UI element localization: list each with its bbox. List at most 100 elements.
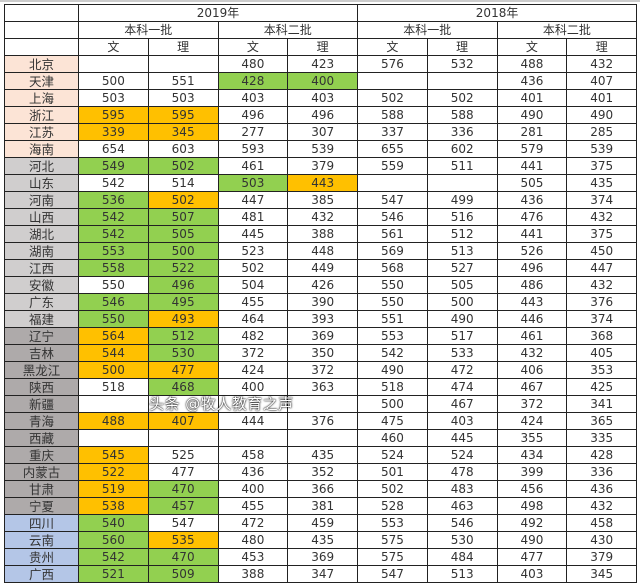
score-cell: 372 <box>217 344 289 362</box>
score-cell: 448 <box>287 242 359 260</box>
score-cell: 460 <box>357 429 428 447</box>
score-cell <box>287 395 359 413</box>
province-cell: 辽宁 <box>4 327 79 345</box>
score-cell: 505 <box>426 276 498 294</box>
score-cell: 569 <box>357 242 428 260</box>
score-cell: 424 <box>496 412 568 430</box>
score-cell: 536 <box>78 191 149 209</box>
score-cell: 445 <box>426 429 498 447</box>
score-cell: 550 <box>78 276 149 294</box>
score-cell: 449 <box>287 259 359 277</box>
corner-cell <box>4 38 79 56</box>
score-cell: 339 <box>78 123 149 141</box>
score-cell: 539 <box>566 140 638 158</box>
score-cell: 500 <box>147 242 219 260</box>
score-cell: 481 <box>217 208 289 226</box>
table-row: 山西 542 507 481 432 546 516 476 432 <box>4 208 638 226</box>
score-cell: 423 <box>287 55 359 73</box>
province-cell: 宁夏 <box>4 497 79 515</box>
year-header-2018: 2018年 <box>357 4 638 22</box>
subject-header-row: 文 理 文 理 文 理 文 理 <box>4 38 638 56</box>
score-cell: 441 <box>496 225 568 243</box>
score-cell: 372 <box>496 395 568 413</box>
score-cell: 450 <box>566 242 638 260</box>
score-cell: 355 <box>496 429 568 447</box>
score-cell: 516 <box>426 208 498 226</box>
score-cell: 544 <box>78 344 149 362</box>
table-row: 上海 503 503 403 403 502 502 401 401 <box>4 89 638 107</box>
score-cell: 507 <box>147 208 219 226</box>
score-cell: 524 <box>426 446 498 464</box>
score-cell: 365 <box>566 412 638 430</box>
score-cell: 403 <box>496 565 568 583</box>
score-cell: 509 <box>147 565 219 583</box>
score-cell: 407 <box>147 412 219 430</box>
score-cell: 490 <box>357 361 428 379</box>
batch-header-row: 本科一批 本科二批 本科一批 本科二批 <box>4 21 638 39</box>
score-cell: 428 <box>566 446 638 464</box>
subject-header: 理 <box>426 38 498 56</box>
province-cell: 吉林 <box>4 344 79 362</box>
score-cell: 518 <box>357 378 428 396</box>
score-cell: 436 <box>566 480 638 498</box>
score-cell: 476 <box>496 208 568 226</box>
score-cell: 595 <box>78 106 149 124</box>
score-cell: 374 <box>566 310 638 328</box>
table-row: 陕西 518 468 400 363 518 474 467 425 <box>4 378 638 396</box>
province-cell: 上海 <box>4 89 79 107</box>
score-cell: 432 <box>287 208 359 226</box>
score-cell: 407 <box>566 72 638 90</box>
province-cell: 安徽 <box>4 276 79 294</box>
score-cell: 502 <box>426 89 498 107</box>
score-cell: 488 <box>78 412 149 430</box>
table-row: 新疆 头条 @牧人教育之声 500 467 372 341 <box>4 395 638 413</box>
score-cell: 500 <box>78 361 149 379</box>
score-cell: 482 <box>217 327 289 345</box>
score-cell: 430 <box>566 531 638 549</box>
score-cell: 401 <box>566 89 638 107</box>
score-cell: 530 <box>426 531 498 549</box>
score-cell: 393 <box>287 310 359 328</box>
score-cell: 518 <box>78 378 149 396</box>
score-cell: 369 <box>287 548 359 566</box>
score-cell: 375 <box>566 157 638 175</box>
score-cell: 453 <box>217 548 289 566</box>
score-cell: 337 <box>357 123 428 141</box>
score-cell <box>357 174 428 192</box>
score-cell: 500 <box>357 395 428 413</box>
score-cell: 490 <box>566 106 638 124</box>
score-cell: 513 <box>426 242 498 260</box>
score-cell: 542 <box>78 174 149 192</box>
score-cell: 345 <box>566 565 638 583</box>
score-cell <box>426 72 498 90</box>
subject-header: 理 <box>566 38 638 56</box>
score-cell: 575 <box>357 548 428 566</box>
province-cell: 新疆 <box>4 395 79 413</box>
score-cell <box>287 429 359 447</box>
table-row: 广东 546 495 455 390 550 500 443 376 <box>4 293 638 311</box>
score-cell: 655 <box>357 140 428 158</box>
score-cell: 428 <box>217 72 289 90</box>
score-cell: 559 <box>357 157 428 175</box>
table-row: 湖北 542 505 445 388 561 512 441 375 <box>4 225 638 243</box>
table-row: 天津 500 551 428 400 436 407 <box>4 72 638 90</box>
score-cell: 472 <box>426 361 498 379</box>
table-row: 江西 558 522 502 449 568 527 496 447 <box>4 259 638 277</box>
score-cell: 503 <box>147 89 219 107</box>
score-cell: 436 <box>496 191 568 209</box>
score-cell: 441 <box>496 157 568 175</box>
score-cell: 463 <box>426 497 498 515</box>
subject-header: 文 <box>78 38 149 56</box>
table-row: 青海 488 407 444 376 475 403 424 365 <box>4 412 638 430</box>
score-cell: 533 <box>426 344 498 362</box>
score-cell: 285 <box>566 123 638 141</box>
batch-header: 本科二批 <box>496 21 638 39</box>
score-cell: 432 <box>566 55 638 73</box>
province-cell: 湖北 <box>4 225 79 243</box>
table-row: 宁夏 538 457 455 381 528 463 498 432 <box>4 497 638 515</box>
score-cell: 385 <box>287 191 359 209</box>
score-cell: 542 <box>78 548 149 566</box>
score-cell: 495 <box>147 293 219 311</box>
score-cell: 545 <box>78 446 149 464</box>
